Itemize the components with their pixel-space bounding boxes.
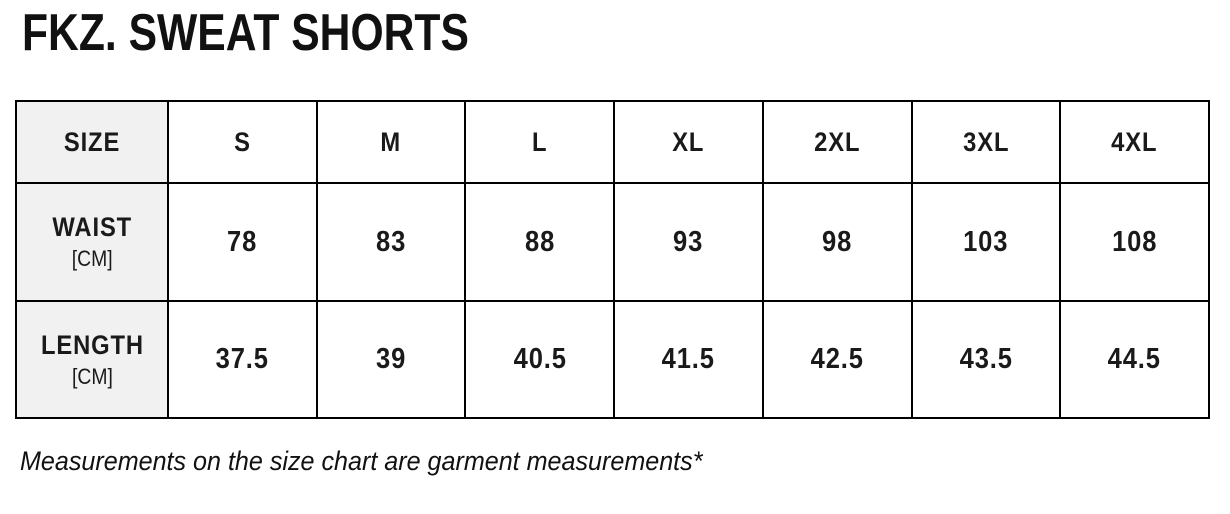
length-value-l: 40.5 — [464, 300, 616, 419]
column-header-2xl: 2XL — [761, 100, 913, 184]
length-value-xl: 41.5 — [613, 300, 764, 419]
row-unit-waist: [CM] — [71, 246, 113, 271]
table-row-length: LENGTH [CM] 37.5 39 40.5 41.5 42.5 43.5 … — [15, 300, 1210, 419]
waist-value-4xl: 108 — [1059, 182, 1210, 302]
table-row-waist: WAIST [CM] 78 83 88 93 98 103 108 — [15, 182, 1210, 302]
length-value-m: 39 — [315, 300, 467, 419]
column-header-4xl: 4XL — [1059, 100, 1210, 184]
column-header-xl: XL — [613, 100, 764, 184]
column-header-3xl: 3XL — [910, 100, 1062, 184]
length-value-s: 37.5 — [167, 300, 318, 419]
row-label-waist: WAIST — [52, 212, 132, 242]
length-value-4xl: 44.5 — [1059, 300, 1210, 419]
garment-measurements-footnote: Measurements on the size chart are garme… — [20, 446, 703, 476]
row-header-waist: WAIST [CM] — [15, 182, 169, 302]
corner-header-label: SIZE — [63, 126, 121, 157]
page-title: FKZ. SWEAT SHORTS — [22, 4, 469, 62]
table-header-row: SIZE S M L XL 2XL 3XL — [15, 100, 1210, 184]
column-header-l: L — [464, 100, 616, 184]
column-header-s: S — [167, 100, 318, 184]
waist-value-xl: 93 — [613, 182, 764, 302]
corner-header-size: SIZE — [15, 100, 169, 184]
size-chart-table: SIZE S M L XL 2XL 3XL — [15, 100, 1210, 419]
column-header-m: M — [315, 100, 467, 184]
length-value-2xl: 42.5 — [761, 300, 913, 419]
length-value-3xl: 43.5 — [910, 300, 1062, 419]
waist-value-s: 78 — [167, 182, 318, 302]
row-label-length: LENGTH — [40, 329, 144, 360]
waist-value-l: 88 — [464, 182, 616, 302]
waist-value-3xl: 103 — [910, 182, 1062, 302]
waist-value-m: 83 — [315, 182, 467, 302]
row-header-length: LENGTH [CM] — [15, 300, 169, 419]
row-unit-length: [CM] — [71, 363, 113, 389]
waist-value-2xl: 98 — [761, 182, 913, 302]
